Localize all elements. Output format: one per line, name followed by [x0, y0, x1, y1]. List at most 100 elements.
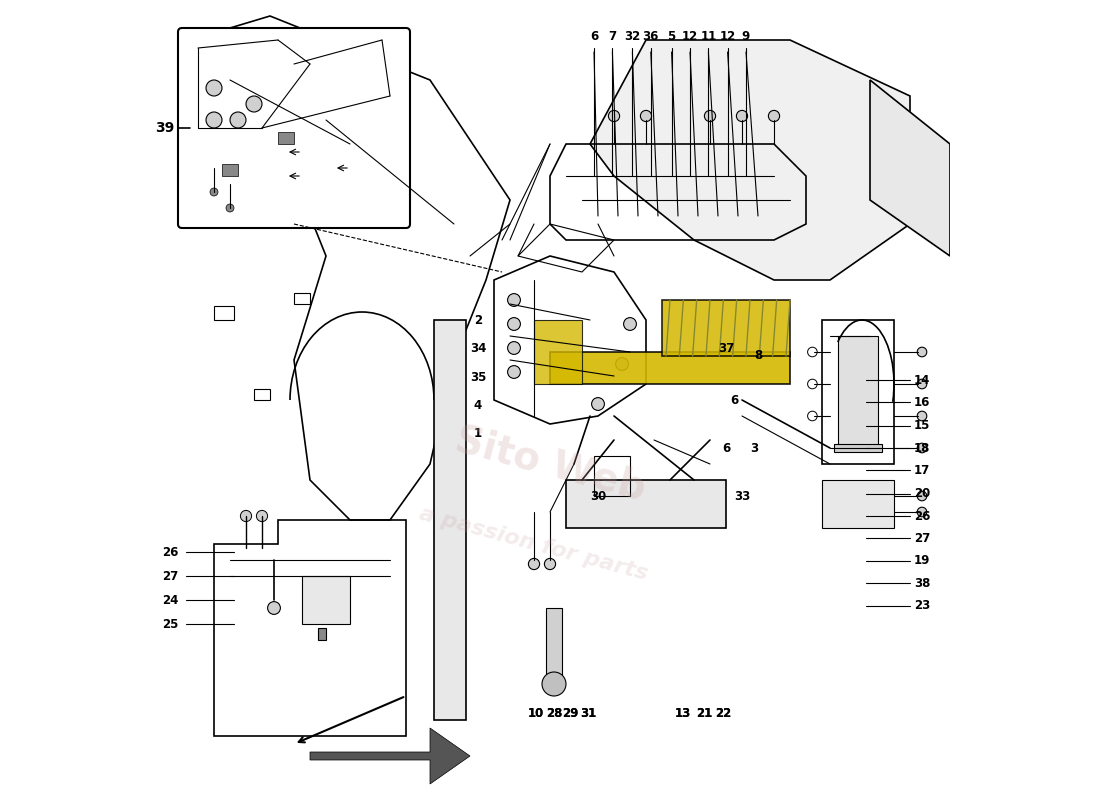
- Text: 10: 10: [528, 707, 543, 720]
- Circle shape: [640, 110, 651, 122]
- Text: Sito Web: Sito Web: [451, 420, 649, 508]
- Polygon shape: [870, 80, 950, 256]
- Polygon shape: [838, 336, 878, 448]
- Polygon shape: [550, 352, 790, 384]
- Polygon shape: [310, 728, 470, 784]
- Text: 19: 19: [914, 554, 931, 567]
- Text: 29: 29: [562, 707, 579, 720]
- Text: 26: 26: [162, 546, 178, 558]
- Text: 26: 26: [914, 510, 931, 522]
- Text: 20: 20: [914, 487, 931, 500]
- Circle shape: [917, 347, 927, 357]
- Text: 27: 27: [914, 532, 931, 545]
- Text: 5: 5: [668, 30, 675, 42]
- Text: 7: 7: [608, 30, 616, 42]
- Text: 28: 28: [547, 707, 563, 720]
- Polygon shape: [662, 300, 790, 356]
- Text: 22: 22: [715, 707, 730, 720]
- Circle shape: [206, 112, 222, 128]
- Text: 23: 23: [914, 599, 931, 612]
- Circle shape: [542, 672, 566, 696]
- Text: 18: 18: [914, 442, 931, 454]
- Text: 1: 1: [474, 427, 482, 440]
- Circle shape: [507, 342, 520, 354]
- Text: 32: 32: [625, 30, 640, 42]
- Polygon shape: [590, 40, 910, 280]
- Text: 24: 24: [162, 594, 178, 606]
- Polygon shape: [822, 480, 894, 528]
- Circle shape: [246, 96, 262, 112]
- Bar: [278, 132, 294, 144]
- Circle shape: [807, 411, 817, 421]
- Text: 33: 33: [734, 490, 750, 502]
- Polygon shape: [534, 320, 582, 384]
- Text: 36: 36: [642, 30, 659, 42]
- Text: 37: 37: [718, 342, 734, 354]
- Circle shape: [917, 491, 927, 501]
- Bar: [294, 293, 310, 304]
- Circle shape: [736, 110, 748, 122]
- Text: 16: 16: [914, 396, 931, 409]
- Bar: [222, 164, 238, 176]
- Text: 13: 13: [674, 707, 691, 720]
- Text: 13: 13: [674, 707, 691, 720]
- Circle shape: [917, 443, 927, 453]
- Text: 12: 12: [682, 30, 698, 42]
- Text: 34: 34: [470, 342, 486, 354]
- Text: 39: 39: [155, 121, 174, 135]
- Circle shape: [226, 204, 234, 212]
- Circle shape: [528, 558, 540, 570]
- Circle shape: [267, 602, 280, 614]
- Circle shape: [769, 110, 780, 122]
- Text: 29: 29: [562, 707, 579, 720]
- Text: 6: 6: [730, 394, 738, 406]
- Text: 30: 30: [590, 490, 606, 502]
- Circle shape: [507, 318, 520, 330]
- Text: 17: 17: [914, 464, 931, 477]
- Text: 8: 8: [754, 350, 762, 362]
- Circle shape: [206, 80, 222, 96]
- Circle shape: [592, 398, 604, 410]
- Circle shape: [807, 379, 817, 389]
- Polygon shape: [318, 628, 326, 640]
- Text: 21: 21: [696, 707, 713, 720]
- Circle shape: [230, 112, 246, 128]
- Text: 6: 6: [590, 30, 598, 42]
- Text: 27: 27: [162, 570, 178, 582]
- Text: 21: 21: [696, 707, 713, 720]
- Polygon shape: [834, 444, 882, 452]
- Text: 11: 11: [701, 30, 716, 42]
- Circle shape: [917, 411, 927, 421]
- Text: 3: 3: [750, 442, 758, 454]
- Circle shape: [544, 558, 556, 570]
- Text: 22: 22: [715, 707, 730, 720]
- Text: 31: 31: [581, 707, 596, 720]
- Text: a passion for parts: a passion for parts: [417, 504, 650, 584]
- Circle shape: [608, 110, 619, 122]
- Text: 31: 31: [581, 707, 596, 720]
- Text: 28: 28: [547, 707, 563, 720]
- Polygon shape: [302, 576, 350, 624]
- Text: 14: 14: [914, 374, 931, 386]
- Circle shape: [210, 188, 218, 196]
- Text: 6: 6: [722, 442, 730, 454]
- Text: 10: 10: [528, 707, 543, 720]
- Polygon shape: [566, 480, 726, 528]
- Circle shape: [616, 358, 628, 370]
- FancyBboxPatch shape: [178, 28, 410, 228]
- Circle shape: [917, 507, 927, 517]
- Circle shape: [704, 110, 716, 122]
- Text: 12: 12: [719, 30, 736, 42]
- Text: 15: 15: [914, 419, 931, 432]
- Circle shape: [807, 347, 817, 357]
- Text: 9: 9: [741, 30, 750, 42]
- Bar: [254, 389, 270, 400]
- Circle shape: [624, 318, 637, 330]
- Circle shape: [256, 510, 267, 522]
- Text: 2: 2: [474, 314, 482, 326]
- Circle shape: [917, 379, 927, 389]
- Text: 25: 25: [162, 618, 178, 630]
- Text: 4: 4: [474, 399, 482, 412]
- Circle shape: [241, 510, 252, 522]
- Circle shape: [507, 366, 520, 378]
